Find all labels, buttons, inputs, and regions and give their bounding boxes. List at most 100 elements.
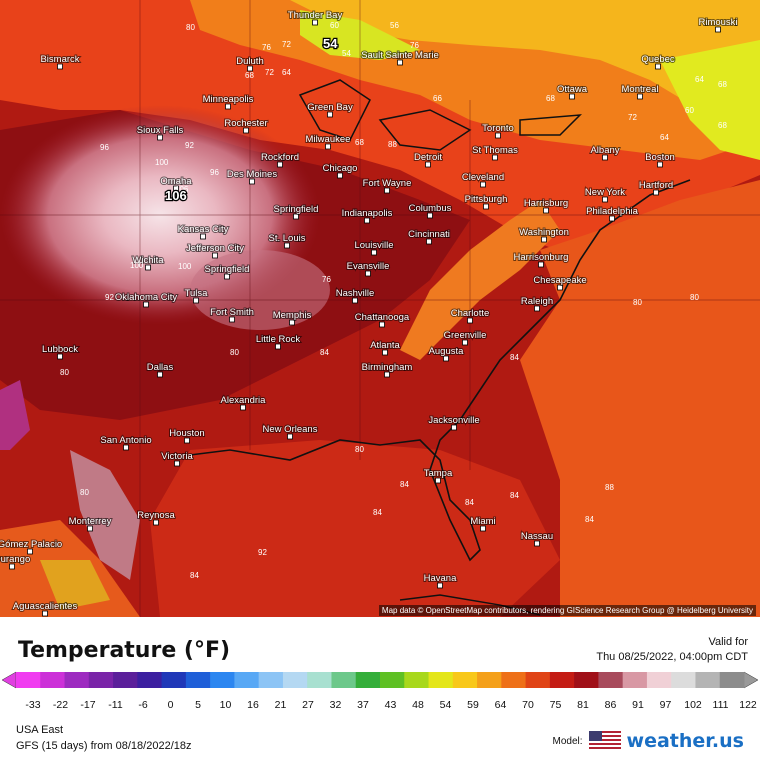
- city-label[interactable]: Thunder Bay: [287, 9, 344, 22]
- contour-label: 96: [210, 168, 219, 177]
- colorbar-cell: [234, 672, 260, 688]
- city-marker: [435, 477, 441, 484]
- city-label[interactable]: Duluth: [235, 55, 264, 68]
- city-label[interactable]: Nassau: [520, 530, 554, 543]
- city-label[interactable]: Green Bay: [306, 101, 354, 114]
- city-label[interactable]: St. Louis: [268, 232, 307, 245]
- city-label[interactable]: Jacksonville: [427, 414, 480, 427]
- city-label[interactable]: Harrisburg: [523, 197, 569, 210]
- city-label[interactable]: Albany: [589, 144, 620, 157]
- city-label[interactable]: Cleveland: [461, 171, 505, 184]
- city-label[interactable]: Chattanooga: [354, 311, 411, 324]
- city-label[interactable]: Miami: [469, 515, 496, 528]
- city-marker: [480, 181, 486, 188]
- city-label[interactable]: Aguascalientes: [12, 600, 79, 613]
- city-label[interactable]: Toronto: [481, 122, 515, 135]
- city-label[interactable]: Milwaukee: [305, 133, 352, 146]
- temperature-map[interactable]: Thunder Bay Bismarck Duluth Sault Sainte Ma…: [0, 0, 760, 617]
- city-label[interactable]: Omaha: [159, 175, 193, 188]
- city-label[interactable]: Boston: [644, 151, 676, 164]
- colorbar-cell: [428, 672, 454, 688]
- city-label[interactable]: Gómez Palacio: [0, 538, 63, 551]
- map-attribution[interactable]: Map data © OpenStreetMap contributors, r…: [378, 605, 756, 616]
- city-label[interactable]: Harrisonburg: [513, 251, 570, 264]
- city-label[interactable]: Montreal: [621, 83, 660, 96]
- contour-label: 92: [185, 141, 194, 150]
- city-marker: [212, 252, 218, 259]
- city-label[interactable]: Reynosa: [136, 509, 176, 522]
- city-label[interactable]: St Thomas: [471, 144, 519, 157]
- footer-brand[interactable]: Model: weather.us: [553, 730, 745, 752]
- city-label[interactable]: Evansville: [346, 260, 391, 273]
- city-label[interactable]: New Orleans: [262, 423, 319, 436]
- city-label[interactable]: Quebec: [640, 53, 676, 66]
- city-label[interactable]: Sioux Falls: [136, 124, 185, 137]
- city-label[interactable]: Greenville: [443, 329, 488, 342]
- city-label[interactable]: Jefferson City: [185, 242, 245, 255]
- city-label[interactable]: Springfield: [273, 203, 320, 216]
- city-label[interactable]: New York: [584, 186, 626, 199]
- city-label[interactable]: Pittsburgh: [464, 193, 509, 206]
- city-label[interactable]: Philadelphia: [585, 205, 639, 218]
- colorbar-cell: [307, 672, 332, 688]
- city-marker: [249, 178, 255, 185]
- contour-label: 84: [373, 508, 382, 517]
- city-label[interactable]: Rimouski: [697, 16, 738, 29]
- city-label[interactable]: Chicago: [322, 162, 359, 175]
- city-label[interactable]: Kansas City: [177, 223, 230, 236]
- city-label[interactable]: San Antonio: [99, 434, 152, 447]
- city-label[interactable]: Nashville: [335, 287, 376, 300]
- city-label[interactable]: Havana: [423, 572, 458, 585]
- city-label[interactable]: Wichita: [131, 254, 165, 267]
- colorbar-tick-label: 91: [632, 699, 644, 711]
- city-label[interactable]: Houston: [168, 427, 205, 440]
- city-label[interactable]: Columbus: [408, 202, 453, 215]
- city-marker: [312, 19, 318, 26]
- city-label[interactable]: Ottawa: [556, 83, 589, 96]
- city-label[interactable]: Tulsa: [184, 287, 210, 300]
- brand-logo[interactable]: weather.us: [626, 730, 744, 752]
- city-label[interactable]: Memphis: [272, 309, 313, 322]
- city-label[interactable]: Little Rock: [255, 333, 302, 346]
- city-label[interactable]: Dallas: [146, 361, 175, 374]
- city-label[interactable]: Springfield: [204, 263, 251, 276]
- temp-zone-appalachian: [400, 200, 560, 360]
- city-label[interactable]: Lubbock: [41, 343, 79, 356]
- city-label[interactable]: Fort Wayne: [362, 177, 413, 190]
- colorbar-cell: [404, 672, 430, 688]
- city-label[interactable]: Detroit: [413, 151, 443, 164]
- city-label[interactable]: Augusta: [428, 345, 466, 358]
- city-marker: [200, 233, 206, 240]
- city-label[interactable]: Monterrey: [68, 515, 113, 528]
- colorbar-tick-label: -17: [80, 699, 95, 711]
- city-label[interactable]: Hartford: [638, 179, 674, 192]
- colorbar-cell: [64, 672, 90, 688]
- city-label[interactable]: Minneapolis: [202, 93, 255, 106]
- city-label[interactable]: Indianapolis: [341, 207, 394, 220]
- city-label[interactable]: Chesapeake: [532, 274, 587, 287]
- city-label[interactable]: Rockford: [260, 151, 300, 164]
- city-label[interactable]: Victoria: [160, 450, 194, 463]
- city-label[interactable]: Bismarck: [39, 53, 80, 66]
- colorbar-tick-label: 54: [440, 699, 452, 711]
- city-label[interactable]: Cincinnati: [407, 228, 451, 241]
- city-label[interactable]: Durango: [0, 553, 31, 566]
- city-label[interactable]: Atlanta: [369, 339, 401, 352]
- colorbar-cell: [501, 672, 527, 688]
- city-label[interactable]: Birmingham: [361, 361, 414, 374]
- city-label[interactable]: Rochester: [223, 117, 268, 130]
- city-marker: [437, 582, 443, 589]
- contour-label: 92: [258, 548, 267, 557]
- city-label[interactable]: Louisville: [353, 239, 394, 252]
- city-label[interactable]: Des Moines: [226, 168, 278, 181]
- city-marker: [384, 187, 390, 194]
- city-label[interactable]: Fort Smith: [209, 306, 255, 319]
- temp-zone-gulf: [150, 440, 560, 617]
- city-label[interactable]: Charlotte: [450, 307, 491, 320]
- city-label[interactable]: Sault Sainte Marie: [360, 49, 440, 62]
- city-label[interactable]: Washington: [518, 226, 570, 239]
- city-label[interactable]: Raleigh: [520, 295, 554, 308]
- city-label[interactable]: Oklahoma City: [114, 291, 179, 304]
- city-label[interactable]: Alexandria: [220, 394, 268, 407]
- city-label[interactable]: Tampa: [423, 467, 454, 480]
